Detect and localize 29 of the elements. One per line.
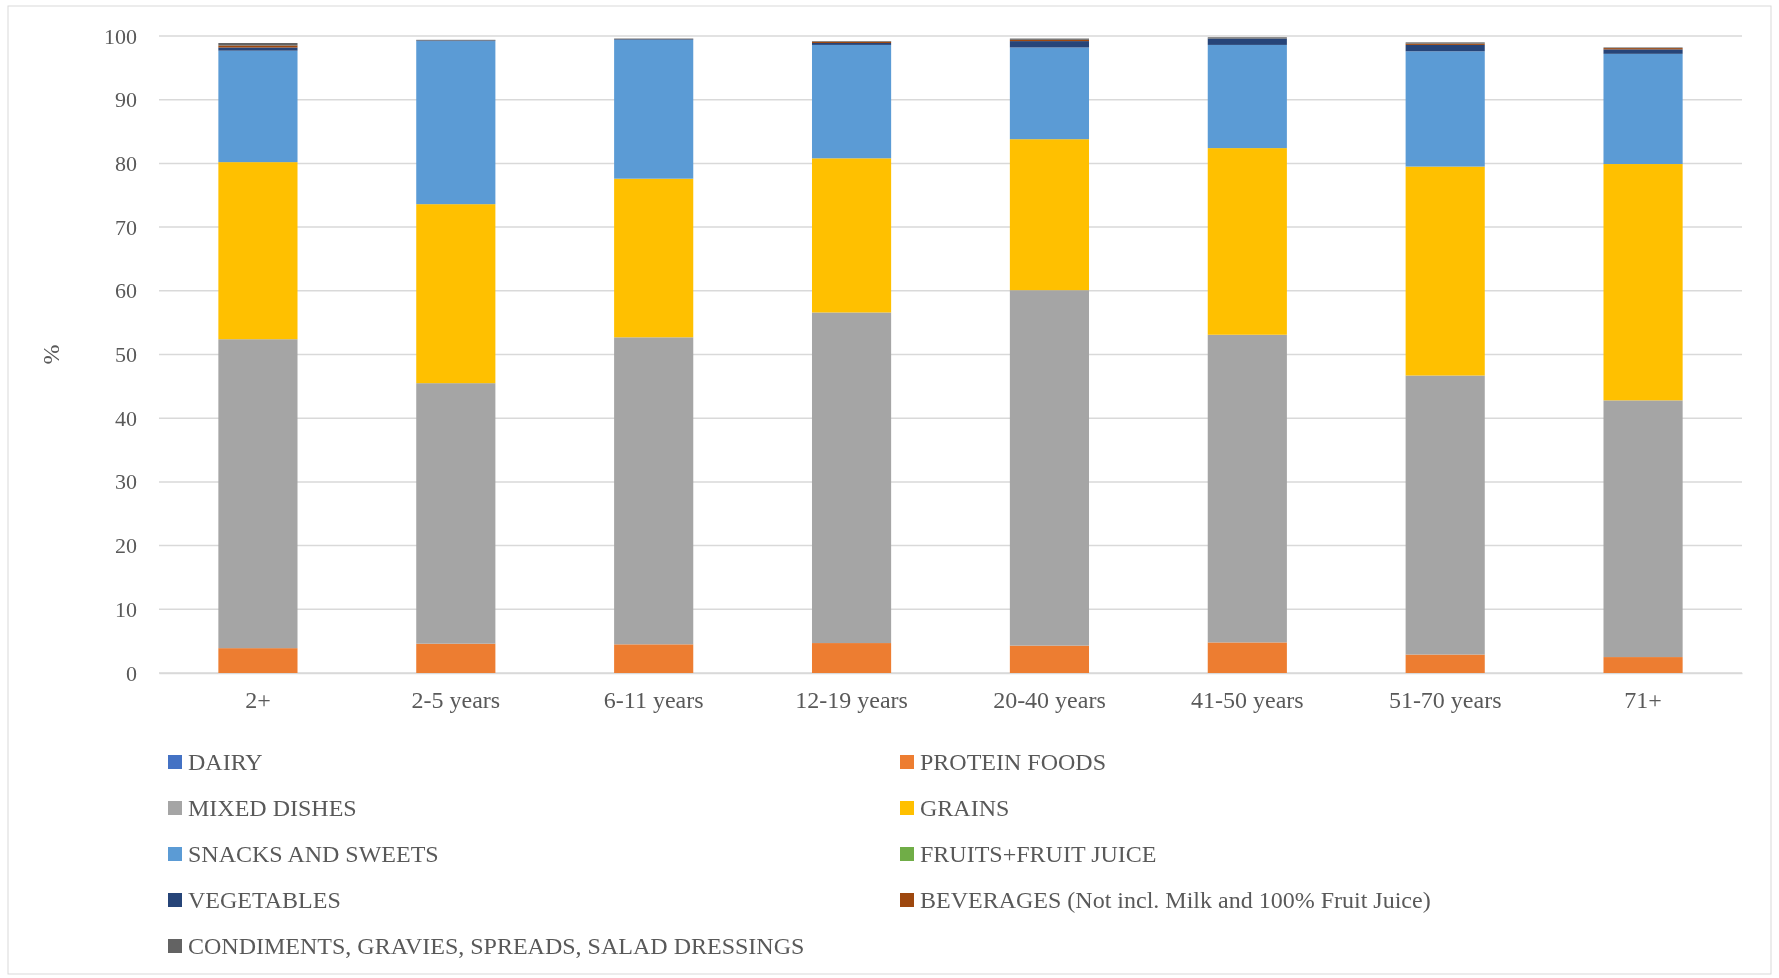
legend-label: GRAINS	[920, 795, 1010, 821]
x-tick-label: 12-19 years	[795, 687, 908, 714]
y-tick-label: 70	[115, 214, 137, 240]
x-tick-label: 2-5 years	[411, 687, 501, 714]
y-axis-title: %	[38, 344, 64, 365]
x-tick-label: 20-40 years	[993, 687, 1106, 714]
y-tick-label: 30	[115, 469, 137, 495]
x-tick-label: 71+	[1624, 687, 1662, 714]
legend-label: PROTEIN FOODS	[920, 749, 1107, 775]
x-tick-label: 51-70 years	[1388, 687, 1502, 714]
y-tick-label: 50	[115, 342, 137, 368]
legend-label: BEVERAGES (Not incl. Milk and 100% Fruit Juice)	[920, 887, 1431, 913]
x-tick-label: 6-11 years	[603, 687, 704, 714]
y-tick-label: 0	[126, 660, 137, 686]
y-tick-label: 60	[115, 278, 137, 304]
y-tick-label: 90	[115, 87, 137, 113]
legend-label: MIXED DISHES	[188, 795, 357, 821]
legend-label: VEGETABLES	[188, 887, 341, 913]
y-tick-label: 40	[115, 405, 137, 431]
legend-label: CONDIMENTS, GRAVIES, SPREADS, SALAD DRESSINGS	[188, 933, 805, 959]
y-tick-label: 20	[115, 533, 137, 559]
x-tick-label: 41-50 years	[1190, 687, 1304, 714]
legend-label: DAIRY	[188, 749, 263, 775]
y-tick-label: 80	[115, 150, 137, 176]
y-tick-label: 100	[104, 23, 137, 49]
x-tick-label: 2+	[245, 687, 271, 714]
legend-label: FRUITS+FRUIT JUICE	[920, 841, 1157, 867]
legend-label: SNACKS AND SWEETS	[188, 841, 439, 867]
y-tick-label: 10	[115, 596, 137, 622]
